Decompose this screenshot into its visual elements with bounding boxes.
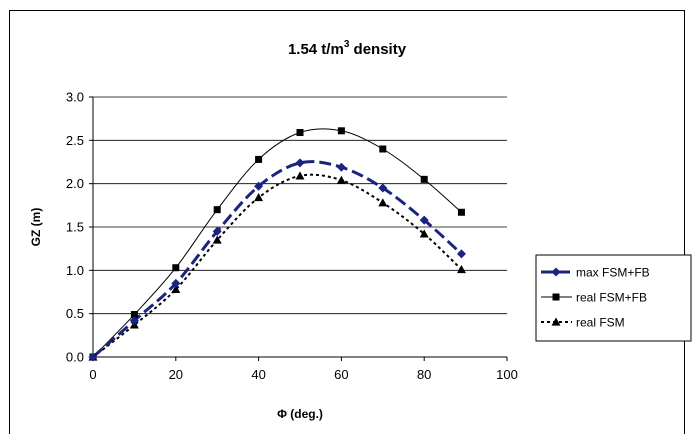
data-point-series-2: [336, 175, 346, 184]
x-tick-label: 0: [89, 367, 96, 382]
y-tick-label: 0.5: [66, 306, 84, 321]
legend-marker-0: [551, 267, 561, 277]
chart-title: 1.54 t/m3 density: [288, 39, 407, 58]
y-tick-label: 0.0: [66, 350, 84, 365]
series-lines: [92, 128, 463, 359]
data-point-series-0: [456, 249, 466, 259]
legend-label-1: real FSM+FB: [576, 291, 647, 305]
data-point-series-0: [378, 183, 388, 193]
legend-label-0: max FSM+FB: [576, 266, 650, 280]
legend: max FSM+FB real FSM+FB real FSM: [535, 254, 692, 342]
data-point-series-2: [171, 284, 181, 293]
data-point-series-2: [456, 264, 466, 274]
x-tick-label: 60: [334, 367, 348, 382]
y-tick-label: 2.0: [66, 176, 84, 191]
series-line-1: [92, 128, 462, 358]
gridlines: [93, 96, 507, 315]
legend-label-2: real FSM: [576, 316, 625, 330]
data-point-series-1: [255, 155, 263, 163]
svg-text:1.54 t/m3 density: 1.54 t/m3 density: [288, 39, 407, 58]
data-point-series-0: [212, 226, 222, 236]
data-point-series-0: [295, 158, 305, 168]
data-point-series-2: [378, 198, 388, 207]
data-point-series-1: [379, 145, 387, 153]
chart-title-superscript: 3: [344, 39, 350, 50]
y-tick-label: 3.0: [66, 90, 84, 105]
data-point-series-0: [129, 316, 139, 326]
tick-labels: 0.0 0.5 1.0 1.5 2.0 2.5 3.0 0 20 40 60 80 100: [66, 90, 518, 383]
legend-marker-1: [552, 293, 560, 301]
data-point-series-2: [419, 229, 429, 238]
y-tick-label: 2.5: [66, 133, 84, 148]
data-point-series-1: [457, 208, 465, 216]
x-tick-label: 80: [417, 367, 431, 382]
legend-box: [535, 254, 692, 342]
markers: [88, 127, 466, 362]
data-point-series-1: [337, 127, 345, 135]
data-point-series-0: [254, 181, 264, 191]
y-tick-label: 1.5: [66, 220, 84, 235]
y-axis-label: GZ (m): [29, 208, 43, 247]
y-tick-label: 1.0: [66, 263, 84, 278]
chart-title-suffix: density: [349, 41, 406, 58]
data-point-series-1: [213, 206, 221, 214]
data-point-series-2: [254, 193, 264, 202]
x-axis-label: Φ (deg.): [277, 407, 323, 421]
x-tick-label: 40: [251, 367, 265, 382]
data-point-series-0: [171, 278, 181, 288]
x-tick-label: 20: [169, 367, 183, 382]
legend-marker-2: [551, 317, 561, 326]
data-point-series-1: [420, 175, 428, 183]
series-line-2: [92, 173, 463, 358]
data-point-series-1: [172, 264, 180, 272]
data-point-series-1: [130, 311, 138, 319]
data-point-series-0: [88, 352, 98, 362]
data-point-series-2: [212, 235, 222, 244]
series-line-0: [92, 160, 463, 359]
chart-title-main: 1.54 t/m: [288, 41, 344, 58]
data-point-series-0: [336, 162, 346, 172]
data-point-series-0: [419, 215, 429, 225]
data-point-series-1: [296, 129, 304, 137]
data-point-series-2: [295, 171, 305, 180]
x-tick-label: 100: [496, 367, 518, 382]
